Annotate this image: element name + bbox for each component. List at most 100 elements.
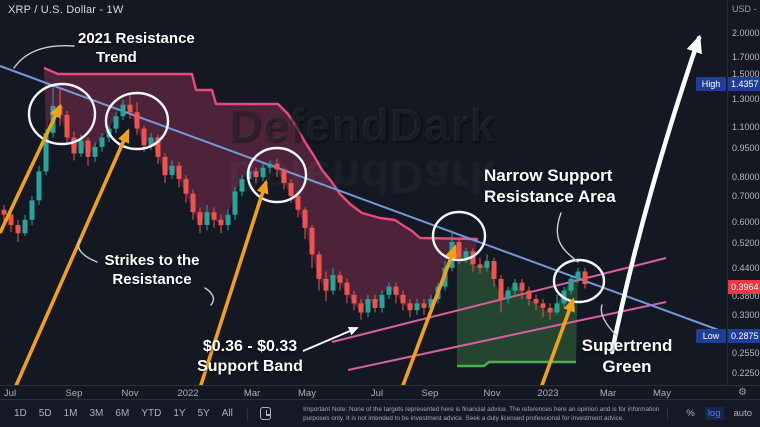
annotation-connector	[556, 212, 579, 263]
toolbar-divider	[246, 406, 248, 421]
highlight-circle	[246, 146, 308, 204]
range-button-1m[interactable]: 1M	[63, 408, 78, 419]
supertrend-resistance-line	[43, 66, 479, 241]
candle-body	[197, 212, 203, 225]
candle-body	[148, 137, 154, 146]
annotation-strikes-to-resistance: Strikes to the Resistance	[90, 252, 214, 290]
candle-body	[456, 242, 462, 258]
yellow-strike-arrow	[14, 128, 130, 385]
candle-body	[323, 278, 329, 291]
highlight-circle	[104, 91, 170, 151]
candle-body	[414, 303, 420, 311]
candle-body	[316, 254, 322, 279]
highlight-circle	[552, 258, 606, 304]
candle-body	[281, 169, 287, 184]
time-tick: Sep	[421, 388, 439, 399]
candle-body	[379, 294, 385, 308]
time-tick: Sep	[65, 388, 83, 399]
annotation-support-band: $0.36 - $0.33 Support Band	[188, 337, 312, 377]
yellow-strike-arrow	[199, 179, 269, 385]
price-tick: 0.7000	[732, 191, 760, 201]
annotation-supertrend-green: Supertrend Green	[573, 335, 681, 378]
axis-settings-gear-icon[interactable]: ⚙	[738, 387, 747, 398]
log-scale-button[interactable]: log	[704, 407, 724, 420]
candle-body	[267, 163, 273, 168]
range-button-3m[interactable]: 3M	[89, 408, 104, 419]
candle-body	[218, 219, 224, 226]
price-chart-canvas[interactable]	[0, 0, 727, 385]
range-button-all[interactable]: All	[221, 408, 233, 419]
candle-body	[8, 214, 14, 225]
price-axis[interactable]: 1.4357 0.3964 0.2875 2.0000 1.7000 1.5000 1…	[727, 0, 760, 385]
candle-body	[204, 212, 210, 225]
disclaimer-text: Important Note: None of the targets repr…	[303, 405, 659, 423]
candle-body	[239, 179, 245, 192]
support-band-line[interactable]	[331, 257, 667, 343]
price-tick: 1.5000	[732, 69, 760, 79]
high-price-badge: 1.4357	[728, 77, 760, 91]
time-axis[interactable]: ⚙ Jul Sep Nov 2022 Mar May Jul Sep Nov 2023 Mar May	[0, 385, 760, 399]
price-tick: 0.6000	[732, 217, 760, 227]
symbol-title[interactable]: XRP / U.S. Dollar - 1W	[8, 4, 124, 16]
candle-body	[463, 251, 469, 258]
candle-body	[43, 133, 49, 172]
candle-body	[330, 275, 336, 291]
candle-body	[141, 128, 147, 146]
candle-body	[113, 116, 119, 129]
candle-body	[36, 171, 42, 201]
annotation-line: Resistance Area	[484, 187, 616, 207]
candle-body	[211, 212, 217, 220]
low-price-badge: 0.2875	[728, 329, 760, 343]
yellow-strike-arrow	[0, 103, 62, 234]
annotation-connector	[77, 239, 98, 263]
auto-scale-button[interactable]: auto	[733, 408, 753, 419]
percent-scale-button[interactable]: %	[686, 408, 695, 419]
candle-body	[372, 299, 378, 308]
candle-body	[71, 137, 77, 154]
candle-body	[547, 307, 553, 313]
time-tick: Mar	[599, 388, 617, 399]
candle-body	[540, 303, 546, 308]
candle-body	[344, 282, 350, 295]
candle-body	[183, 179, 189, 194]
candle-body	[29, 200, 35, 220]
candle-body	[568, 278, 574, 291]
annotation-line: Narrow Support	[484, 166, 613, 185]
time-tick: Mar	[243, 388, 261, 399]
candle-body	[477, 264, 483, 268]
bottom-toolbar: 1D 5D 1M 3M 6M YTD 1Y 5Y All Important Note: Non…	[0, 399, 760, 427]
range-button-6m[interactable]: 6M	[115, 408, 130, 419]
price-tick: 0.3800	[732, 291, 760, 301]
candle-body	[470, 251, 476, 265]
annotation-connector	[13, 45, 75, 69]
time-tick: Nov	[483, 388, 501, 399]
range-button-1d[interactable]: 1D	[14, 408, 27, 419]
candle-body	[505, 290, 511, 299]
go-to-date-icon[interactable]	[259, 407, 272, 420]
yellow-strike-arrow	[401, 244, 457, 385]
candle-body	[582, 271, 588, 285]
currency-selector[interactable]: USD -	[732, 4, 757, 14]
candle-body	[498, 278, 504, 300]
yellow-strike-arrow	[540, 297, 575, 385]
support-band-line[interactable]	[347, 301, 667, 371]
time-tick: Jul	[3, 388, 17, 399]
range-button-5d[interactable]: 5D	[38, 408, 52, 419]
price-tick: 0.8000	[732, 172, 760, 182]
annotation-line: Support Band	[197, 358, 303, 375]
price-tick: 0.2250	[732, 368, 760, 378]
watermark: DefendDark	[228, 99, 497, 151]
candle-body	[365, 299, 371, 313]
range-button-ytd[interactable]: YTD	[141, 408, 162, 419]
candle-body	[127, 104, 133, 113]
candle-body	[1, 209, 7, 215]
low-tag: Low	[696, 329, 726, 343]
range-button-1y[interactable]: 1Y	[173, 408, 186, 419]
annotation-line: Green	[602, 357, 652, 377]
annotation-connector	[600, 304, 618, 337]
candle-body	[400, 294, 406, 304]
candle-body	[386, 286, 392, 295]
range-button-5y[interactable]: 5Y	[197, 408, 210, 419]
time-tick: Nov	[121, 388, 139, 399]
white-arrow-small	[302, 326, 359, 352]
